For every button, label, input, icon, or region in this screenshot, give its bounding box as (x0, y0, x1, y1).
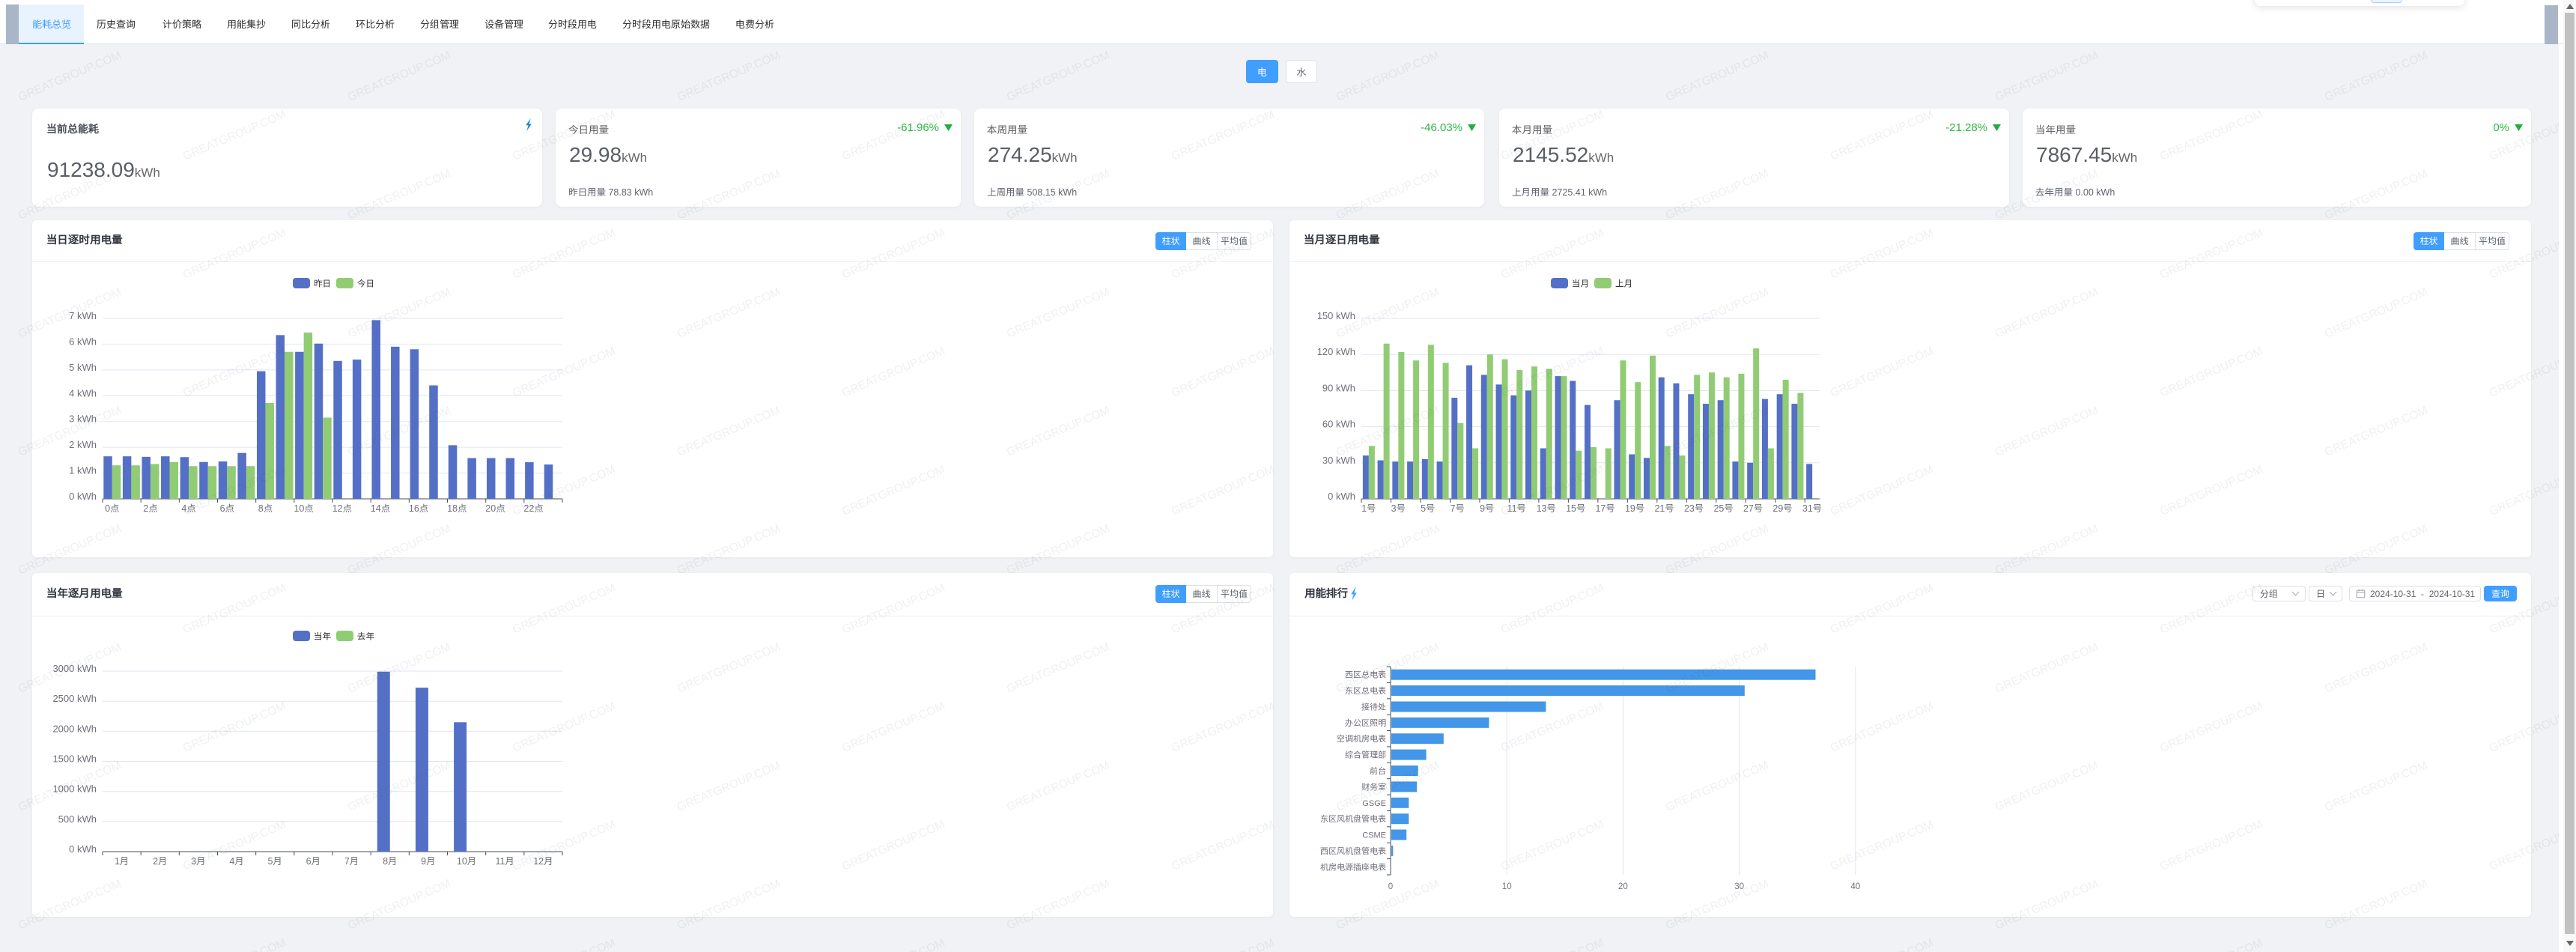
svg-text:7月: 7月 (344, 853, 359, 867)
svg-text:前台: 前台 (1370, 765, 1386, 777)
svg-text:8点: 8点 (258, 500, 273, 515)
svg-text:GSGE: GSGE (1362, 797, 1386, 809)
svg-text:东区总电表: 东区总电表 (1345, 685, 1386, 697)
svg-text:4月: 4月 (229, 853, 243, 867)
svg-text:120 kWh: 120 kWh (1317, 344, 1355, 358)
svg-text:0 kWh: 0 kWh (69, 841, 97, 855)
svg-text:0点: 0点 (105, 500, 119, 515)
svg-text:10点: 10点 (294, 500, 313, 515)
svg-text:17号: 17号 (1595, 500, 1614, 515)
svg-text:3号: 3号 (1391, 500, 1406, 515)
svg-text:机房电源插座电表: 机房电源插座电表 (1320, 861, 1386, 873)
svg-text:9月: 9月 (421, 853, 435, 867)
svg-text:21号: 21号 (1654, 500, 1674, 515)
svg-text:1月: 1月 (115, 853, 129, 867)
svg-text:29号: 29号 (1772, 500, 1792, 515)
svg-text:10月: 10月 (457, 853, 476, 867)
svg-text:15号: 15号 (1566, 500, 1585, 515)
svg-text:5月: 5月 (267, 853, 282, 867)
svg-text:2月: 2月 (153, 853, 167, 867)
svg-text:2500 kWh: 2500 kWh (52, 691, 97, 705)
svg-text:财务室: 财务室 (1361, 780, 1386, 792)
svg-text:25号: 25号 (1713, 500, 1733, 515)
svg-text:4 kWh: 4 kWh (69, 385, 97, 399)
svg-text:7号: 7号 (1450, 500, 1465, 515)
svg-text:3 kWh: 3 kWh (69, 411, 97, 425)
svg-text:31号: 31号 (1802, 500, 1822, 515)
svg-text:150 kWh: 150 kWh (1317, 308, 1355, 322)
svg-text:30: 30 (1734, 880, 1744, 892)
svg-text:1 kWh: 1 kWh (69, 463, 97, 477)
svg-text:3月: 3月 (191, 853, 205, 867)
svg-text:接待处: 接待处 (1361, 701, 1386, 713)
svg-text:10: 10 (1502, 880, 1512, 892)
svg-text:7 kWh: 7 kWh (69, 308, 97, 322)
svg-text:CSME: CSME (1362, 829, 1386, 841)
svg-text:东区风机盘管电表: 东区风机盘管电表 (1320, 813, 1386, 825)
svg-text:27号: 27号 (1743, 500, 1763, 515)
svg-text:综合管理部: 综合管理部 (1345, 749, 1386, 761)
svg-text:11月: 11月 (495, 853, 514, 867)
svg-text:西区总电表: 西区总电表 (1345, 669, 1386, 681)
svg-text:1500 kWh: 1500 kWh (52, 751, 97, 765)
svg-text:0 kWh: 0 kWh (1328, 488, 1355, 503)
svg-text:空调机房电表: 空调机房电表 (1337, 733, 1386, 745)
svg-text:22点: 22点 (523, 500, 543, 515)
svg-text:9号: 9号 (1480, 500, 1494, 515)
svg-text:30 kWh: 30 kWh (1322, 452, 1355, 467)
svg-text:昨日: 昨日 (314, 278, 331, 290)
svg-text:18点: 18点 (447, 500, 467, 515)
svg-text:当月: 当月 (1572, 278, 1589, 290)
svg-text:5 kWh: 5 kWh (69, 360, 97, 374)
svg-text:12点: 12点 (332, 500, 352, 515)
svg-text:上月: 上月 (1615, 278, 1632, 290)
svg-text:5号: 5号 (1421, 500, 1435, 515)
svg-text:6 kWh: 6 kWh (69, 333, 97, 348)
svg-text:20: 20 (1618, 880, 1628, 892)
svg-text:12月: 12月 (533, 853, 553, 867)
svg-text:11号: 11号 (1507, 500, 1526, 515)
svg-text:14点: 14点 (371, 500, 390, 515)
svg-text:20点: 20点 (485, 500, 505, 515)
svg-text:23号: 23号 (1684, 500, 1704, 515)
svg-text:60 kWh: 60 kWh (1322, 416, 1355, 431)
svg-text:去年: 去年 (357, 631, 374, 643)
svg-text:2000 kWh: 2000 kWh (52, 721, 97, 735)
svg-text:办公区照明: 办公区照明 (1345, 717, 1386, 729)
svg-text:1号: 1号 (1361, 500, 1376, 515)
svg-text:4点: 4点 (181, 500, 195, 515)
svg-text:2 kWh: 2 kWh (69, 437, 97, 451)
svg-text:西区风机盘管电表: 西区风机盘管电表 (1320, 845, 1386, 857)
svg-text:今日: 今日 (357, 278, 374, 290)
svg-text:2点: 2点 (143, 500, 157, 515)
svg-text:1000 kWh: 1000 kWh (52, 781, 97, 795)
svg-text:16点: 16点 (409, 500, 428, 515)
svg-text:19号: 19号 (1625, 500, 1644, 515)
svg-text:40: 40 (1850, 880, 1860, 892)
svg-text:3000 kWh: 3000 kWh (52, 661, 97, 675)
svg-text:0: 0 (1388, 880, 1393, 892)
svg-text:6月: 6月 (306, 853, 321, 867)
svg-text:8月: 8月 (383, 853, 397, 867)
svg-text:6点: 6点 (220, 500, 234, 515)
svg-text:0 kWh: 0 kWh (69, 488, 97, 503)
svg-text:500 kWh: 500 kWh (58, 811, 97, 825)
svg-text:当年: 当年 (314, 631, 331, 643)
svg-text:13号: 13号 (1537, 500, 1556, 515)
svg-text:90 kWh: 90 kWh (1322, 380, 1355, 394)
